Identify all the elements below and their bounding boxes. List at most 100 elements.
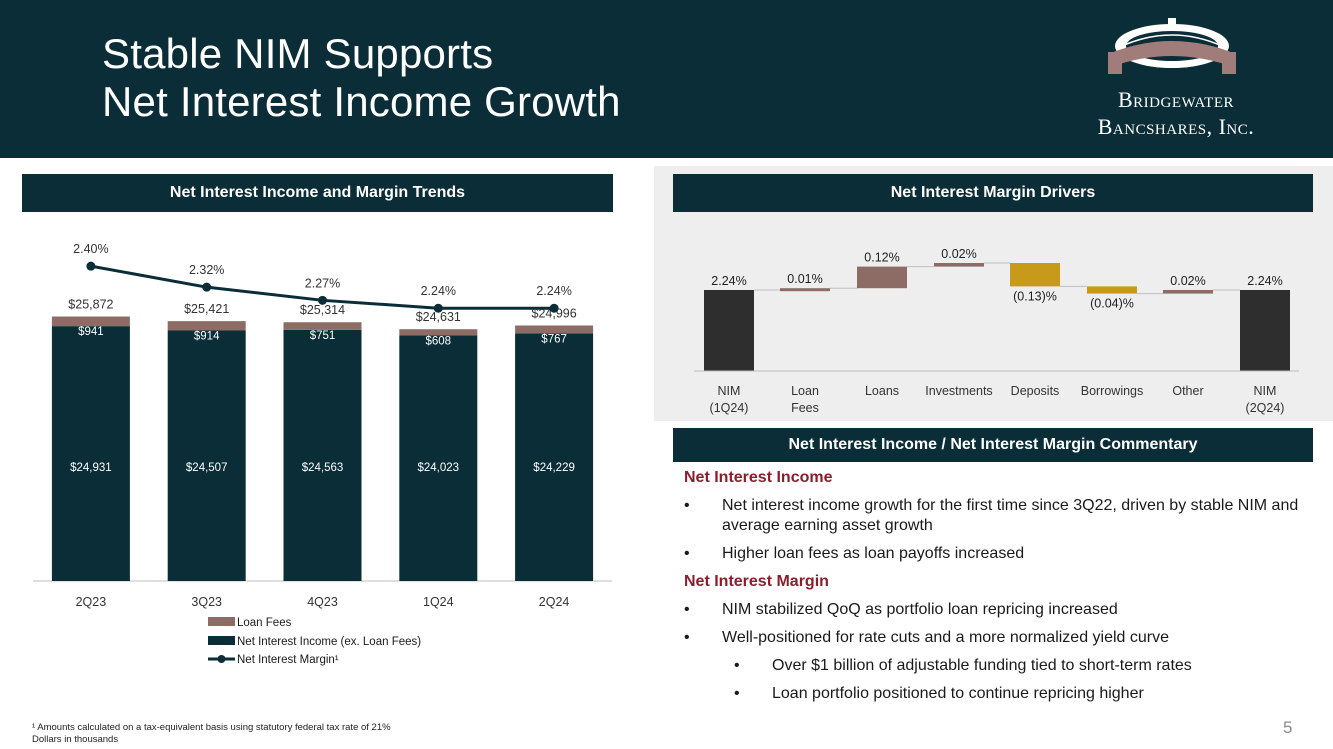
nim-value-label: 2.24% xyxy=(536,284,571,298)
driver-value-label: (0.04)% xyxy=(1090,297,1134,311)
nii-trends-title-text: Net Interest Income and Margin Trends xyxy=(169,184,466,201)
bullet-dot-icon: • xyxy=(684,601,690,618)
nim-driver-bar xyxy=(857,266,907,289)
x-tick-label: Deposits xyxy=(1011,384,1060,398)
loan-fees-value-label: $767 xyxy=(541,333,567,345)
title-line-2: Net Interest Income Growth xyxy=(102,78,621,125)
x-tick-label: 2Q24 xyxy=(539,595,570,609)
x-tick-label: Loans xyxy=(865,384,899,398)
legend-label: Net Interest Margin¹ xyxy=(237,654,339,666)
driver-value-label: 0.12% xyxy=(864,251,899,265)
bullet-text: Net interest income growth for the first… xyxy=(722,497,1299,534)
commentary-title-text: Net Interest Income / Net Interest Margi… xyxy=(788,436,1198,453)
loan-fees-value-label: $751 xyxy=(310,330,336,342)
x-tick-label: Investments xyxy=(925,384,992,398)
company-logo: Bridgewater Bancshares, Inc. xyxy=(1066,16,1286,146)
total-value-label: $25,314 xyxy=(300,303,345,317)
footnote-line-1: ¹ Amounts calculated on a tax-equivalent… xyxy=(32,722,391,733)
x-tick-label: NIM xyxy=(718,384,741,398)
legend-label: Net Interest Income (ex. Loan Fees) xyxy=(237,636,421,648)
footnote: ¹ Amounts calculated on a tax-equivalent… xyxy=(32,722,391,746)
bullet-item: • Net interest income growth for the fir… xyxy=(684,496,1304,536)
bullet-text: NIM stabilized QoQ as portfolio loan rep… xyxy=(722,601,1118,618)
sub-bullet-text: Over $1 billion of adjustable funding ti… xyxy=(772,657,1192,674)
page-number: 5 xyxy=(1283,718,1293,737)
driver-value-label: 2.24% xyxy=(1247,274,1282,288)
bridge-logo-icon xyxy=(1108,18,1236,74)
driver-value-label: 0.01% xyxy=(787,272,822,286)
x-tick-label: 3Q23 xyxy=(191,595,222,609)
loan-fees-bar xyxy=(51,316,130,327)
nim-driver-bar xyxy=(1010,263,1060,287)
total-value-label: $25,872 xyxy=(68,298,113,312)
x-tick-label: Borrowings xyxy=(1081,384,1144,398)
x-tick-label: Other xyxy=(1172,384,1203,398)
page-title: Stable NIM Supports Net Interest Income … xyxy=(102,30,621,126)
x-tick-label: NIM xyxy=(1254,384,1277,398)
company-name-line-1: Bridgewater xyxy=(1118,87,1234,112)
nim-drivers-title-text: Net Interest Margin Drivers xyxy=(890,184,1096,201)
company-name-line-2: Bancshares, Inc. xyxy=(1097,114,1255,139)
legend-marker-nim xyxy=(217,655,226,663)
nii-value-label: $24,563 xyxy=(302,462,344,474)
bullet-dot-icon: • xyxy=(734,685,740,702)
sub-bullet-text: Loan portfolio positioned to continue re… xyxy=(772,685,1144,702)
nim-driver-bar xyxy=(1163,290,1213,294)
bullet-dot-icon: • xyxy=(684,497,690,514)
x-tick-label: 1Q24 xyxy=(423,595,454,609)
nim-heading: Net Interest Margin xyxy=(684,573,829,590)
nim-driver-bar xyxy=(780,288,830,292)
loan-fees-bar xyxy=(515,325,594,334)
nii-value-label: $24,023 xyxy=(418,462,460,474)
loan-fees-bar xyxy=(399,329,478,336)
loan-fees-bar xyxy=(283,322,362,330)
legend-swatch-nii xyxy=(208,636,235,645)
bullet-text: Well-positioned for rate cuts and a more… xyxy=(722,629,1170,646)
sub-bullet-item: • Loan portfolio positioned to continue … xyxy=(684,684,1304,704)
bullet-item: • Higher loan fees as loan payoffs incre… xyxy=(684,544,1304,564)
x-tick-label: 2Q23 xyxy=(76,595,107,609)
nim-value-label: 2.27% xyxy=(305,276,340,290)
x-tick-label: Fees xyxy=(791,401,819,415)
bullet-text: Higher loan fees as loan payoffs increas… xyxy=(722,545,1025,562)
nim-value-label: 2.40% xyxy=(73,242,108,256)
nii-value-label: $24,507 xyxy=(186,462,228,474)
nim-point xyxy=(86,261,96,271)
loan-fees-bar xyxy=(167,321,246,331)
company-name: Bridgewater Bancshares, Inc. xyxy=(1066,86,1286,140)
nii-bar xyxy=(167,330,246,581)
nim-point xyxy=(318,295,327,305)
nim-drivers-waterfall-chart: 2.24% NIM (1Q24) 0.01% Loan Fees 0.12% Loans 0.0… xyxy=(694,247,1299,415)
nim-driver-bar xyxy=(1087,286,1137,294)
nii-value-label: $24,229 xyxy=(533,462,575,474)
loan-fees-value-label: $608 xyxy=(426,335,452,347)
sub-bullet-item: • Over $1 billion of adjustable funding … xyxy=(684,656,1304,676)
nim-point xyxy=(202,282,212,292)
bullet-dot-icon: • xyxy=(734,657,740,674)
total-value-label: $24,996 xyxy=(532,306,577,320)
nim-drivers-panel-title: Net Interest Margin Drivers xyxy=(673,174,1313,212)
x-tick-label: Loan xyxy=(791,384,819,398)
x-tick-label: (1Q24) xyxy=(710,401,749,415)
driver-value-label: 2.24% xyxy=(711,274,746,288)
nii-margin-chart: $24,931 $941 $25,872 2Q23 2.40% $24,507 $914 $2… xyxy=(33,242,612,666)
nim-total-bar xyxy=(704,290,754,371)
driver-value-label: (0.13)% xyxy=(1013,289,1057,303)
commentary-panel-title: Net Interest Income / Net Interest Margi… xyxy=(673,428,1313,462)
bullet-dot-icon: • xyxy=(684,629,690,646)
bullet-item: • NIM stabilized QoQ as portfolio loan r… xyxy=(684,600,1304,620)
total-value-label: $25,421 xyxy=(184,302,229,316)
nii-bar xyxy=(283,329,362,581)
x-tick-label: (2Q24) xyxy=(1246,401,1285,415)
nim-point xyxy=(433,303,443,313)
loan-fees-value-label: $941 xyxy=(78,326,104,338)
bullet-item: • Well-positioned for rate cuts and a mo… xyxy=(684,628,1304,648)
footnote-line-2: Dollars in thousands xyxy=(32,734,119,745)
nim-driver-bar xyxy=(934,263,984,267)
nim-total-bar xyxy=(1240,290,1290,371)
bullet-dot-icon: • xyxy=(684,545,690,562)
legend-swatch-loan-fees xyxy=(208,617,235,626)
nim-value-label: 2.24% xyxy=(421,284,456,298)
commentary-body: Net Interest Income • Net interest incom… xyxy=(684,468,1304,712)
nii-heading: Net Interest Income xyxy=(684,469,833,486)
